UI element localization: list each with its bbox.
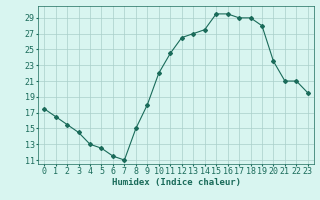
X-axis label: Humidex (Indice chaleur): Humidex (Indice chaleur) [111,178,241,187]
